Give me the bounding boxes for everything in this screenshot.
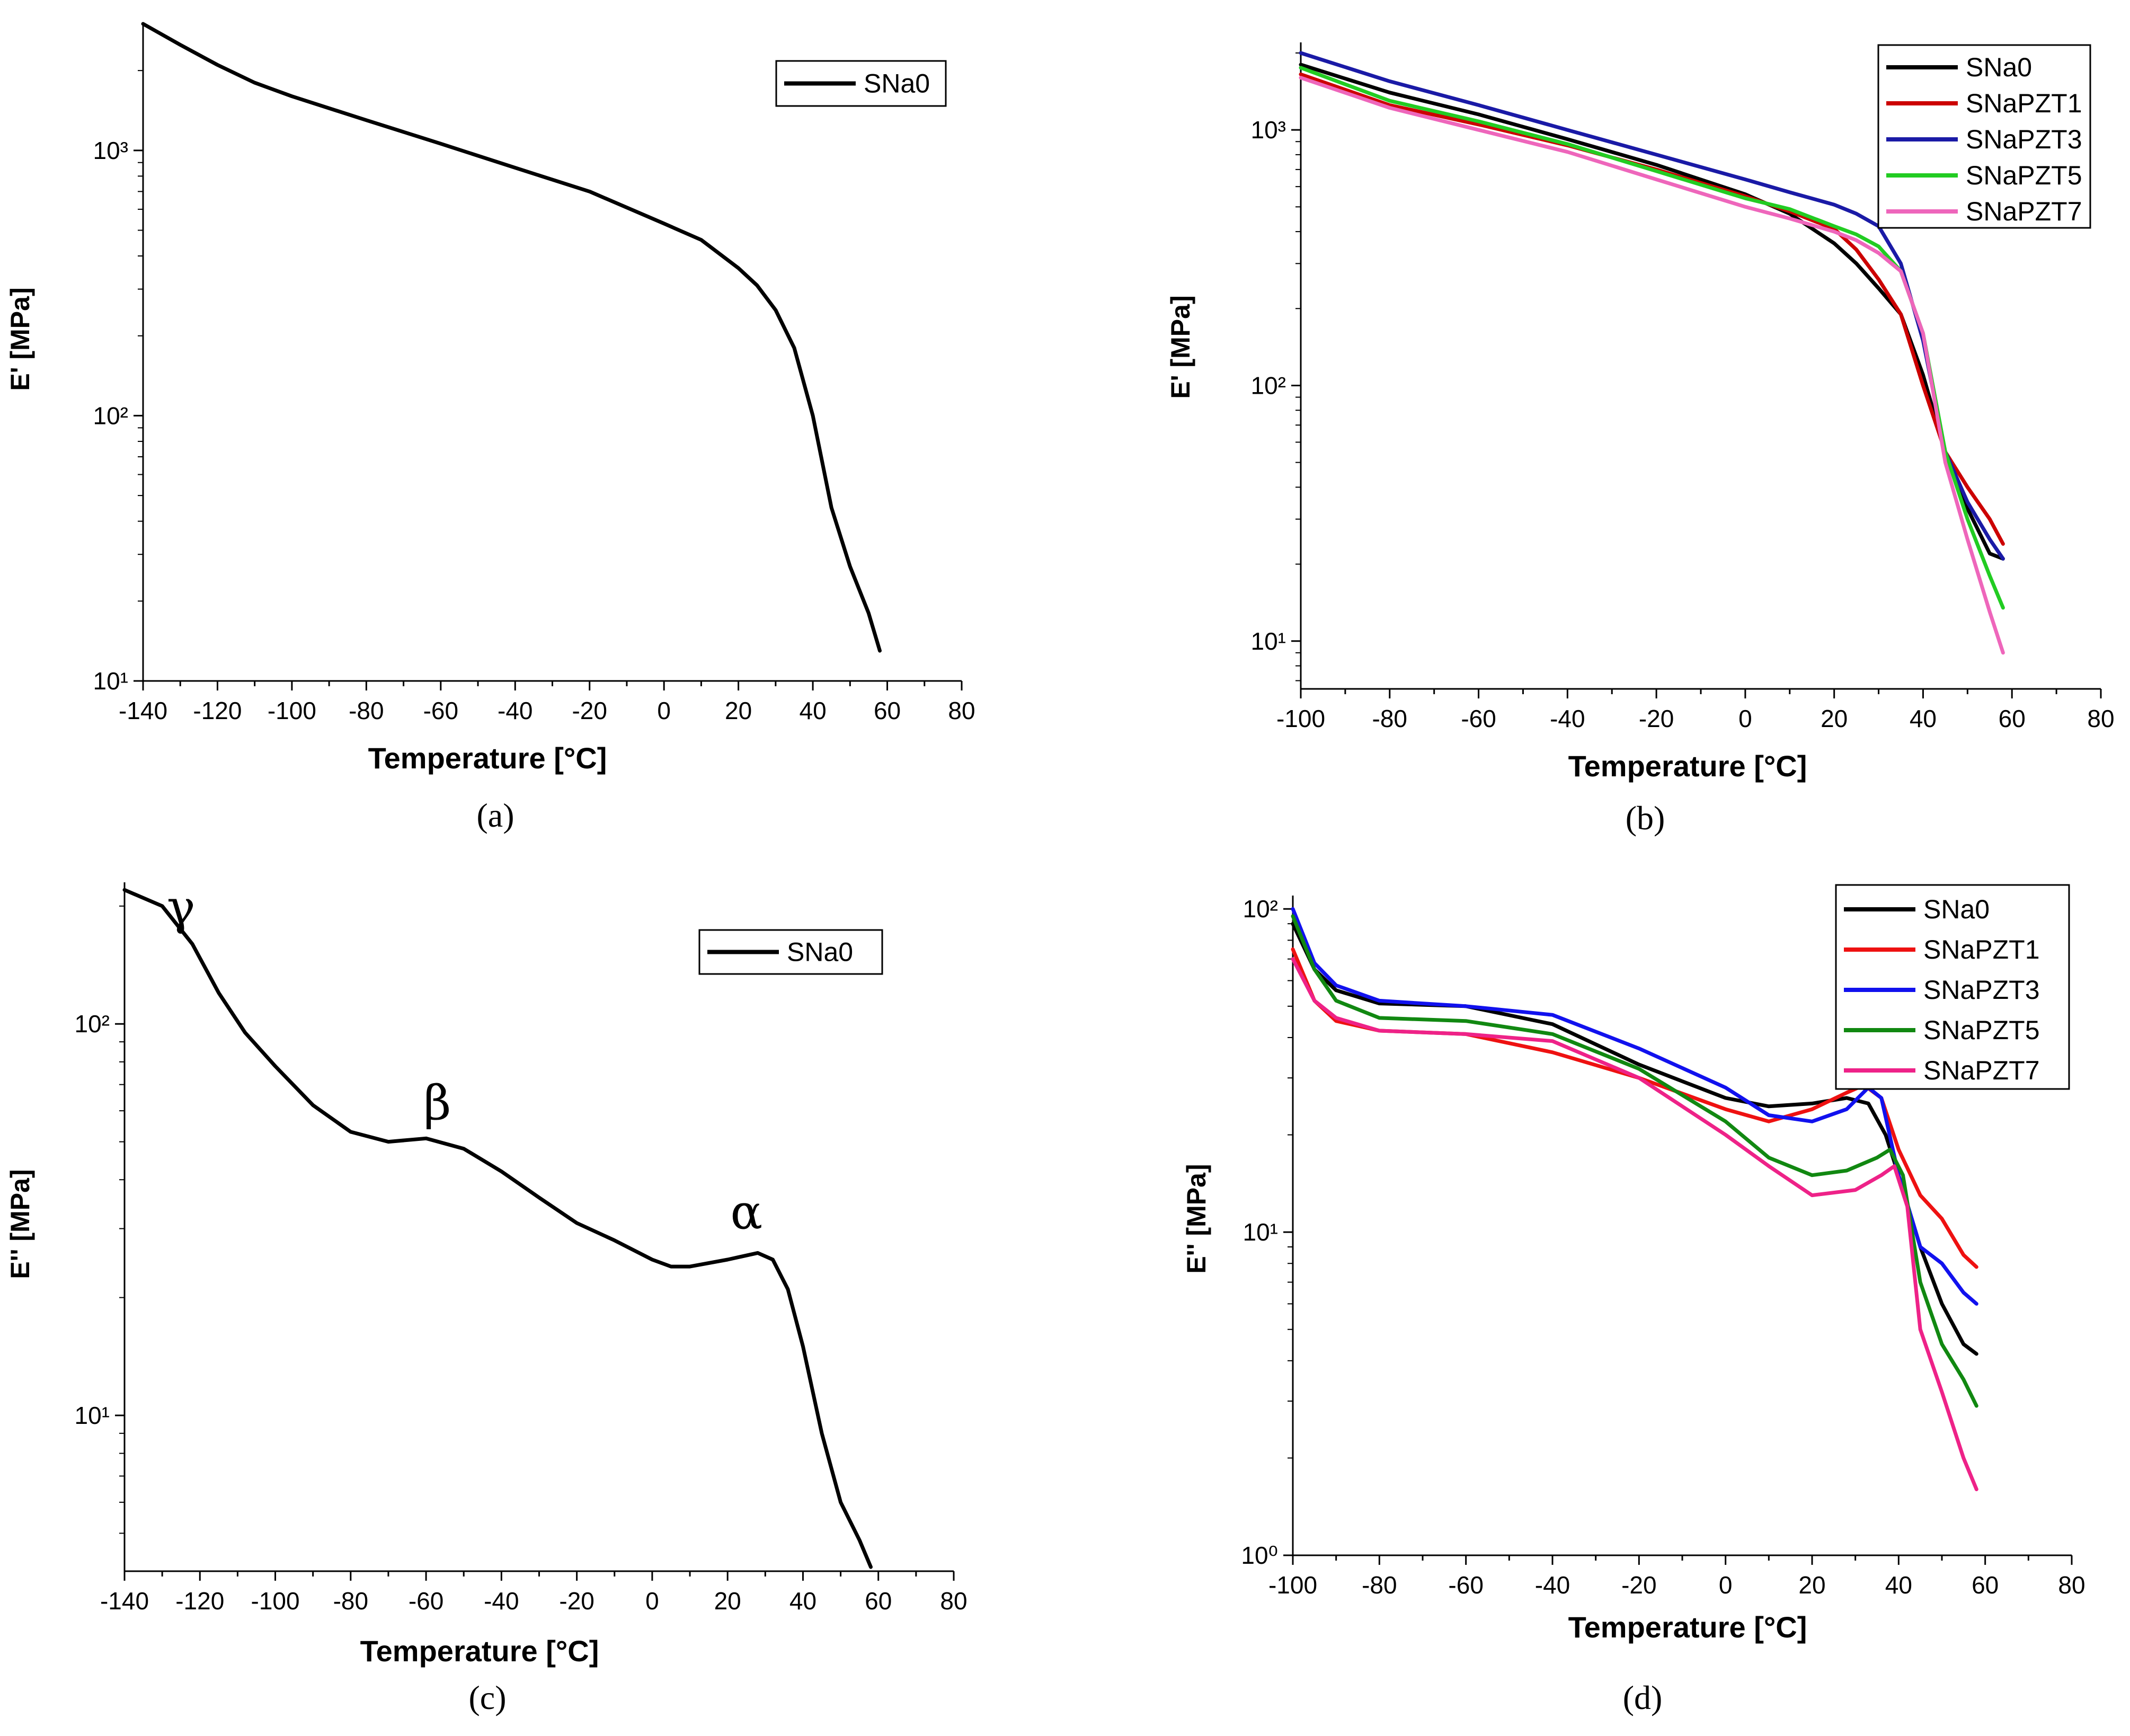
legend-entry-sna0: SNa0 [1923, 894, 1990, 924]
x-tick-label: 80 [940, 1587, 967, 1615]
x-tick-label: 40 [1885, 1571, 1912, 1599]
panel-d: -100 -80 -60 -40 -20 0 20 40 60 80 10⁰ 10¹ 10² Temper… [1182, 884, 2085, 1716]
y-tick-label: 10³ [1251, 116, 1286, 144]
legend-entry-snapzt1: SNaPZT1 [1923, 935, 2040, 964]
x-axis-title: Temperature [°C] [1568, 1610, 1807, 1644]
x-tick-label: 80 [948, 697, 975, 724]
y-axis-title: E' [MPa] [5, 287, 35, 391]
x-tick-label: 20 [1821, 705, 1848, 732]
y-axis-title: E' [MPa] [1166, 295, 1195, 398]
series-line-snapzt3 [1299, 51, 2005, 561]
x-tick-label: -140 [100, 1587, 149, 1615]
legend-entry-snapzt7: SNaPZT7 [1966, 197, 2082, 226]
series-line-snapzt5 [1299, 66, 2005, 610]
x-tick-label: 40 [800, 697, 827, 724]
x-tick-label: -40 [484, 1587, 519, 1615]
legend-box [1835, 884, 2070, 1090]
x-tick-label: -20 [1639, 705, 1674, 732]
x-axis-title: Temperature [°C] [368, 741, 607, 775]
x-tick-label: 60 [865, 1587, 892, 1615]
y-tick-label: 10¹ [1251, 627, 1286, 655]
series-line-snapzt1 [1299, 72, 2005, 546]
y-tick-label: 10² [75, 1010, 110, 1038]
y-tick-label: 10² [93, 402, 128, 429]
x-tick-label: -120 [175, 1587, 224, 1615]
series-line-sna0 [122, 888, 873, 1569]
panel-caption: (c) [468, 1679, 506, 1716]
x-tick-label: 0 [657, 697, 671, 724]
x-tick-label: 60 [874, 697, 901, 724]
annotation-label: α [730, 1185, 762, 1241]
x-tick-label: -100 [268, 697, 316, 724]
legend-entry-sna0: SNa0 [787, 937, 853, 967]
x-tick-label: 60 [1999, 705, 2026, 732]
y-tick-label: 10³ [93, 137, 128, 164]
x-tick-label: -40 [1535, 1571, 1570, 1599]
legend-entry-sna0: SNa0 [864, 69, 930, 99]
x-tick-label: 80 [2058, 1571, 2085, 1599]
series-line-snapzt3 [1291, 907, 1978, 1306]
x-tick-label: -100 [1268, 1571, 1317, 1599]
y-tick-label: 10¹ [93, 667, 128, 695]
x-tick-label: 40 [1910, 705, 1937, 732]
legend-box [1877, 44, 2091, 229]
x-tick-label: -20 [572, 697, 607, 724]
series-line-snapzt7 [1299, 76, 2005, 655]
panel-b: -100 -80 -60 -40 -20 0 20 40 60 80 10¹ 10² 10³ Temper… [1166, 42, 2115, 837]
x-axis-title: Temperature [°C] [360, 1634, 599, 1668]
x-tick-label: -60 [409, 1587, 443, 1615]
x-tick-label: -60 [1461, 705, 1496, 732]
legend-entry-snapzt3: SNaPZT3 [1966, 125, 2082, 154]
panel-caption: (a) [476, 796, 514, 834]
x-tick-label: -80 [349, 697, 384, 724]
panel-a: -140 -120 -100 -80 -60 -40 -20 0 20 40 60 80 10¹ 10² 1… [5, 22, 975, 834]
x-tick-label: -100 [1276, 705, 1325, 732]
x-tick-label: 80 [2087, 705, 2114, 732]
x-tick-label: -20 [559, 1587, 594, 1615]
y-tick-label: 10² [1251, 371, 1286, 399]
x-tick-label: -120 [193, 697, 242, 724]
x-tick-label: -40 [498, 697, 532, 724]
x-tick-label: -80 [1362, 1571, 1397, 1599]
annotation-label: β [423, 1076, 451, 1131]
y-tick-label: 10⁰ [1241, 1542, 1278, 1569]
x-axis-title: Temperature [°C] [1568, 749, 1807, 783]
x-tick-label: 20 [725, 697, 752, 724]
x-tick-label: -80 [1372, 705, 1407, 732]
panel-c: -140 -120 -100 -80 -60 -40 -20 0 20 40 60 80 10¹ 10² T… [5, 880, 968, 1716]
x-tick-label: -40 [1550, 705, 1585, 732]
x-tick-label: -80 [333, 1587, 368, 1615]
legend-entry-snapzt5: SNaPZT5 [1923, 1015, 2040, 1045]
x-tick-label: -60 [1448, 1571, 1483, 1599]
y-tick-label: 10¹ [75, 1402, 110, 1429]
x-tick-label: 0 [645, 1587, 659, 1615]
x-tick-label: 20 [714, 1587, 741, 1615]
y-axis-title: E'' [MPa] [5, 1169, 35, 1279]
y-tick-label: 10¹ [1243, 1218, 1278, 1246]
legend-entry-snapzt1: SNaPZT1 [1966, 88, 2082, 118]
x-tick-label: -100 [251, 1587, 300, 1615]
x-tick-label: 0 [1719, 1571, 1733, 1599]
panel-caption: (b) [1626, 799, 1665, 837]
y-axis-title: E'' [MPa] [1182, 1164, 1211, 1273]
series-line-sna0 [1291, 922, 1978, 1356]
legend-entry-snapzt3: SNaPZT3 [1923, 975, 2040, 1005]
series-line-snapzt7 [1291, 957, 1978, 1491]
x-tick-label: -140 [119, 697, 167, 724]
legend-entry-snapzt7: SNaPZT7 [1923, 1056, 2040, 1085]
legend-entry-sna0: SNa0 [1966, 52, 2032, 82]
x-tick-label: -60 [423, 697, 458, 724]
x-tick-label: 0 [1738, 705, 1752, 732]
x-tick-label: 60 [1972, 1571, 1999, 1599]
annotation-label: γ [167, 880, 196, 936]
series-line-snapzt5 [1291, 914, 1978, 1408]
series-line-sna0 [141, 22, 882, 653]
x-tick-label: 40 [789, 1587, 816, 1615]
y-tick-label: 10² [1243, 895, 1278, 923]
panel-caption: (d) [1623, 1679, 1663, 1716]
legend-entry-snapzt5: SNaPZT5 [1966, 161, 2082, 190]
x-tick-label: -20 [1621, 1571, 1656, 1599]
x-tick-label: 20 [1798, 1571, 1825, 1599]
